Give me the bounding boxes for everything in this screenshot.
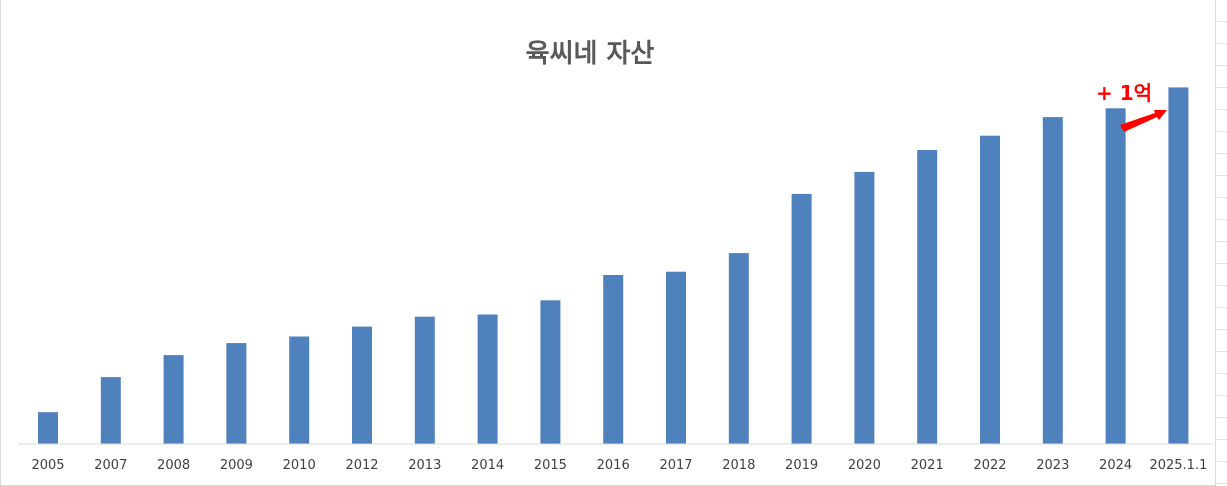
- x-tick-label-2018: 2018: [722, 458, 755, 473]
- x-tick-label-2024: 2024: [1099, 458, 1132, 473]
- x-tick-label-2014: 2014: [471, 458, 504, 473]
- x-axis-tick-labels: 2005 2007 2008 2009 2010 2012 2013 2014 2015 2016…: [31, 458, 1207, 473]
- bar-2005: [38, 412, 58, 444]
- bar-2014: [477, 314, 498, 444]
- x-tick-label-2007: 2007: [94, 458, 127, 473]
- x-tick-label-2021: 2021: [911, 458, 944, 473]
- bar-2020: [854, 171, 875, 444]
- x-tick-label-2016: 2016: [597, 458, 630, 473]
- bar-2008: [163, 355, 184, 444]
- x-tick-label-2012: 2012: [345, 458, 378, 473]
- bar-2012: [352, 326, 372, 444]
- bar-2025.1.1: [1168, 87, 1189, 445]
- bar-2013: [414, 316, 435, 444]
- x-tick-label-2008: 2008: [157, 458, 190, 473]
- bar-2016: [603, 275, 624, 444]
- x-tick-label-2010: 2010: [283, 458, 316, 473]
- annotation-label: + 1억: [1096, 81, 1152, 105]
- bar-2023: [1042, 117, 1063, 444]
- bar-2021: [917, 150, 938, 444]
- bar-2018: [728, 253, 749, 444]
- bar-2019: [791, 193, 812, 444]
- chart-title: 육씨네 자산: [526, 39, 655, 69]
- bar-2022: [980, 135, 1000, 444]
- annotation-group: + 1억: [1096, 81, 1167, 132]
- x-tick-label-2023: 2023: [1036, 458, 1069, 473]
- bar-2010: [289, 336, 310, 444]
- x-tick-label-2020: 2020: [848, 458, 881, 473]
- bar-2017: [666, 271, 686, 444]
- x-tick-label-2013: 2013: [408, 458, 441, 473]
- bar-2024: [1105, 108, 1126, 445]
- x-tick-label-2022: 2022: [973, 458, 1006, 473]
- x-tick-label-2015: 2015: [534, 458, 567, 473]
- x-tick-label-2009: 2009: [220, 458, 253, 473]
- x-tick-label-2005: 2005: [31, 458, 64, 473]
- x-tick-label-2017: 2017: [659, 458, 692, 473]
- bar-series: [38, 87, 1189, 445]
- bar-2009: [226, 343, 247, 444]
- bar-2015: [540, 300, 561, 444]
- bar-2007: [100, 377, 121, 444]
- x-tick-label-2025.1.1: 2025.1.1: [1149, 458, 1207, 473]
- arrow-icon: [1120, 110, 1167, 132]
- spreadsheet-grid-edge: [1215, 0, 1227, 486]
- x-tick-label-2019: 2019: [785, 458, 818, 473]
